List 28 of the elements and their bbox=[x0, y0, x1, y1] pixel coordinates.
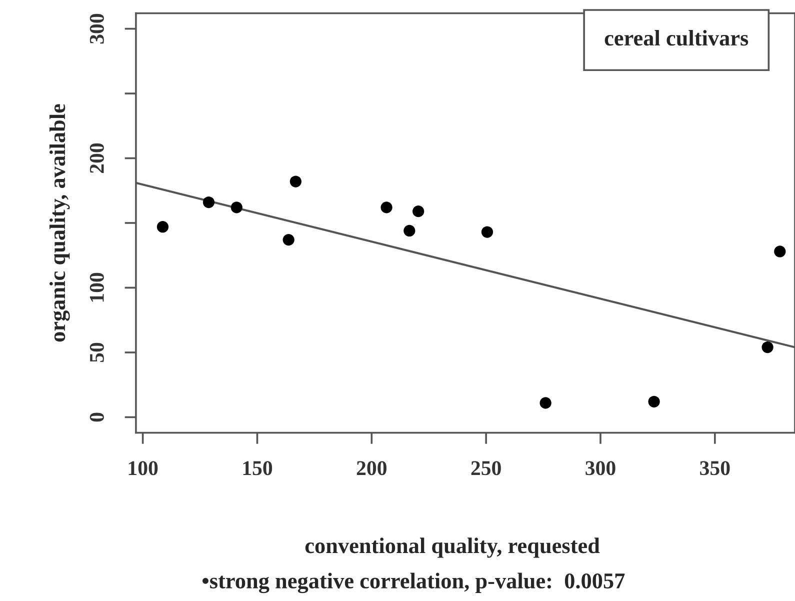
point bbox=[481, 226, 494, 238]
x-tick-label: 150 bbox=[243, 461, 272, 476]
point bbox=[290, 176, 302, 188]
point bbox=[380, 202, 392, 214]
point bbox=[230, 202, 242, 214]
y-tick-label: 300 bbox=[90, 14, 104, 44]
point bbox=[762, 341, 774, 354]
y-tick-label: 0 bbox=[90, 412, 104, 422]
point bbox=[412, 206, 424, 218]
point bbox=[282, 234, 294, 246]
annotation: cereal cultivars bbox=[604, 30, 748, 46]
x-axis-title: conventional quality, requested bbox=[305, 538, 600, 558]
text: •strong negative correlation, p-value: 0.0057 bbox=[202, 572, 625, 594]
point bbox=[540, 397, 552, 409]
point bbox=[202, 196, 215, 208]
x-tick-label: 100 bbox=[128, 461, 158, 476]
y-axis-title: organic quality, available bbox=[50, 104, 70, 342]
x-tick-label: 350 bbox=[700, 461, 730, 476]
x-tick-label: 250 bbox=[471, 461, 501, 476]
point bbox=[648, 396, 660, 408]
y-tick-label: 100 bbox=[90, 272, 104, 302]
y-tick-label: 50 bbox=[90, 342, 104, 362]
point bbox=[404, 224, 416, 237]
x-tick-label: 200 bbox=[356, 461, 386, 476]
point bbox=[774, 246, 786, 258]
point bbox=[156, 221, 169, 233]
x-tick-label: 300 bbox=[586, 461, 616, 476]
y-tick-label: 200 bbox=[90, 143, 104, 173]
